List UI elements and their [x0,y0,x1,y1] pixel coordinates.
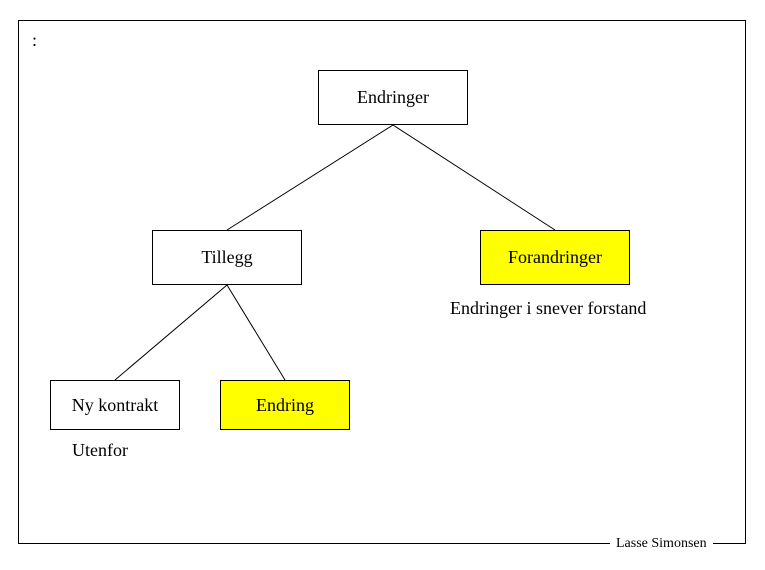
diagram-canvas: : Endringer Tillegg Forandringer Ny kont… [0,0,765,570]
corner-marker: : [32,30,37,51]
node-tillegg: Tillegg [152,230,302,285]
node-forandringer: Forandringer [480,230,630,285]
node-nykontrakt: Ny kontrakt [50,380,180,430]
annotation-utenfor: Utenfor [72,440,128,461]
node-endringer: Endringer [318,70,468,125]
node-label: Endring [256,395,314,416]
node-label: Endringer [357,87,429,108]
node-label: Ny kontrakt [72,395,158,416]
annotation-snever: Endringer i snever forstand [450,298,646,319]
node-label: Tillegg [201,247,252,268]
footer-author: Lasse Simonsen [610,536,713,552]
node-endring: Endring [220,380,350,430]
node-label: Forandringer [508,247,602,268]
